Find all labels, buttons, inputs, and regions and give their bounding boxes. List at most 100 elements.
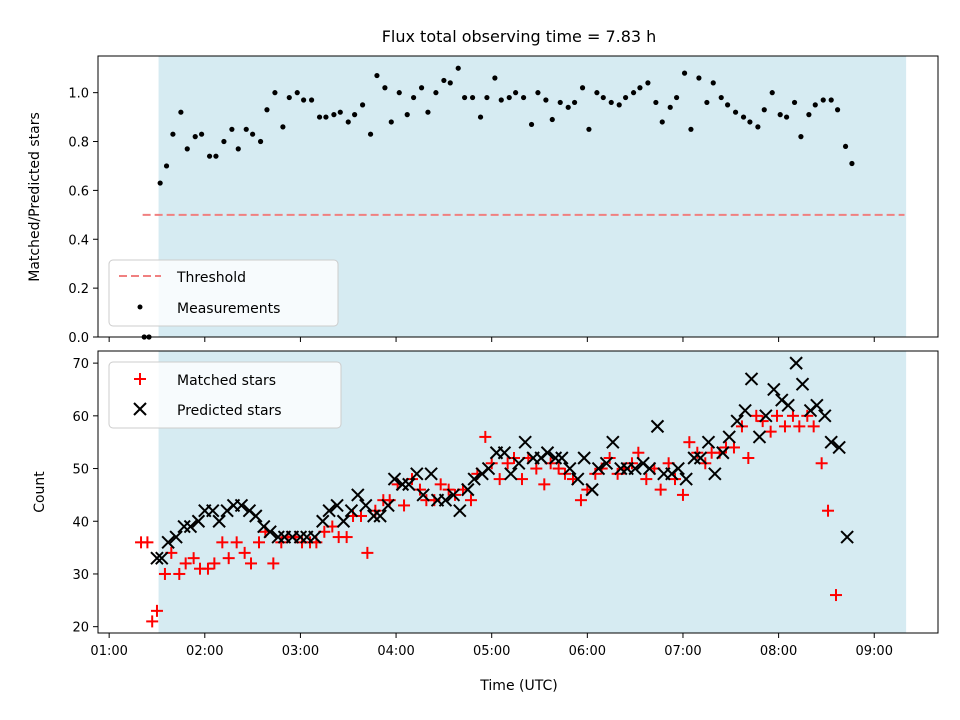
matched-star-point [822, 504, 835, 517]
measurement-point [250, 131, 256, 137]
measurement-point [280, 124, 286, 130]
matched-star-point [603, 452, 616, 465]
matched-star-point [778, 420, 791, 433]
predicted-star-point [212, 514, 226, 528]
measurement-point [600, 94, 606, 101]
measurement-point [404, 112, 410, 118]
measurement-point [235, 146, 241, 152]
measurement-point [828, 97, 834, 103]
measurement-point [783, 114, 790, 120]
predicted-star-point [416, 488, 430, 502]
measurement-point [528, 121, 535, 128]
bottom-axes-frame [97, 350, 939, 634]
top-axes-frame [97, 55, 939, 338]
measurement-point [433, 90, 439, 96]
predicted-star-point [402, 477, 416, 492]
measurement-point [696, 75, 702, 81]
predicted-star-point [183, 519, 198, 534]
x-axis-label: Time (UTC) [479, 678, 557, 694]
predicted-star-point [671, 461, 685, 476]
predicted-star-point [571, 472, 585, 486]
matched-star-point [756, 415, 769, 428]
predicted-star-point [424, 467, 438, 481]
measurement-point [579, 85, 586, 91]
predicted-star-point [336, 514, 351, 528]
predicted-star-point [410, 467, 424, 481]
measurement-point [157, 180, 163, 186]
predicted-star-point [824, 435, 838, 449]
measurement-point [688, 126, 694, 132]
measurement-point [286, 94, 292, 101]
matched-star-point [742, 452, 755, 465]
x-tick-label: 05:00 [473, 644, 510, 659]
measurement-point [812, 102, 818, 108]
measurement-point [747, 119, 753, 125]
matched-star-point [179, 557, 192, 570]
measurement-point [645, 80, 651, 86]
measurement-point [777, 112, 783, 118]
matched-star-point [208, 557, 221, 570]
measurement-point [681, 70, 688, 76]
predicted-star-point [722, 430, 736, 444]
measurement-point [513, 90, 519, 96]
predicted-star-point [832, 440, 846, 455]
x-tick-label: 04:00 [377, 644, 414, 659]
measurement-point [806, 112, 812, 118]
predicted-star-point [679, 472, 693, 486]
top-y-tick-label: 0.4 [68, 233, 89, 248]
measurement-point [630, 90, 637, 96]
measurement-point [170, 131, 176, 137]
measurement-point [243, 126, 249, 132]
matched-star-point [245, 557, 258, 570]
matched-star-point [632, 446, 645, 459]
legend-matched-label: Matched stars [177, 373, 276, 389]
predicted-star-point [395, 477, 410, 492]
matched-star-point [479, 430, 492, 443]
measurement-point [418, 85, 425, 91]
measurement-point [849, 160, 855, 167]
predicted-star-point [540, 446, 555, 460]
bottom-y-tick-label: 30 [72, 568, 89, 583]
measurement-point [755, 124, 761, 130]
x-tick-label: 07:00 [664, 644, 701, 659]
predicted-star-point [577, 451, 591, 465]
matched-star-point [493, 473, 506, 486]
predicted-star-point [461, 482, 475, 497]
measurement-point [622, 94, 629, 101]
measurement-point [323, 114, 329, 120]
bottom-y-axis-label: Count [32, 471, 48, 513]
matched-star-point [238, 546, 251, 559]
measurement-point [345, 119, 351, 125]
measurement-point [337, 109, 343, 115]
predicted-star-point [840, 530, 854, 544]
measurement-point [761, 107, 767, 113]
top-points-layer [141, 65, 855, 340]
predicted-star-point [591, 461, 606, 476]
matched-star-point [464, 494, 477, 507]
measurement-point [667, 104, 673, 110]
predicted-star-point [738, 403, 752, 418]
matched-star-point [801, 409, 814, 422]
measurement-point [673, 94, 680, 101]
measurement-point [616, 102, 622, 108]
measurement-point [608, 99, 614, 106]
measurement-point [382, 85, 388, 91]
measurement-point [469, 94, 476, 101]
top-y-axis-label: Matched/Predicted stars [27, 112, 43, 282]
measurement-point [374, 72, 380, 79]
measurement-point [725, 102, 731, 108]
measurement-point [769, 90, 775, 96]
measurement-point [834, 107, 841, 113]
matched-star-point [771, 409, 784, 422]
measurement-point [820, 97, 826, 103]
measurement-point [477, 114, 484, 120]
measurement-point [441, 77, 447, 84]
bottom-y-tick-label: 70 [72, 357, 89, 372]
predicted-star-point [169, 530, 183, 544]
matched-star-point [158, 567, 171, 580]
matched-star-point [340, 531, 353, 544]
measurement-point [637, 85, 643, 91]
bottom-legend: Matched stars Predicted stars [108, 361, 342, 429]
measurement-point [498, 97, 504, 103]
bottom-legend-box [108, 361, 342, 429]
